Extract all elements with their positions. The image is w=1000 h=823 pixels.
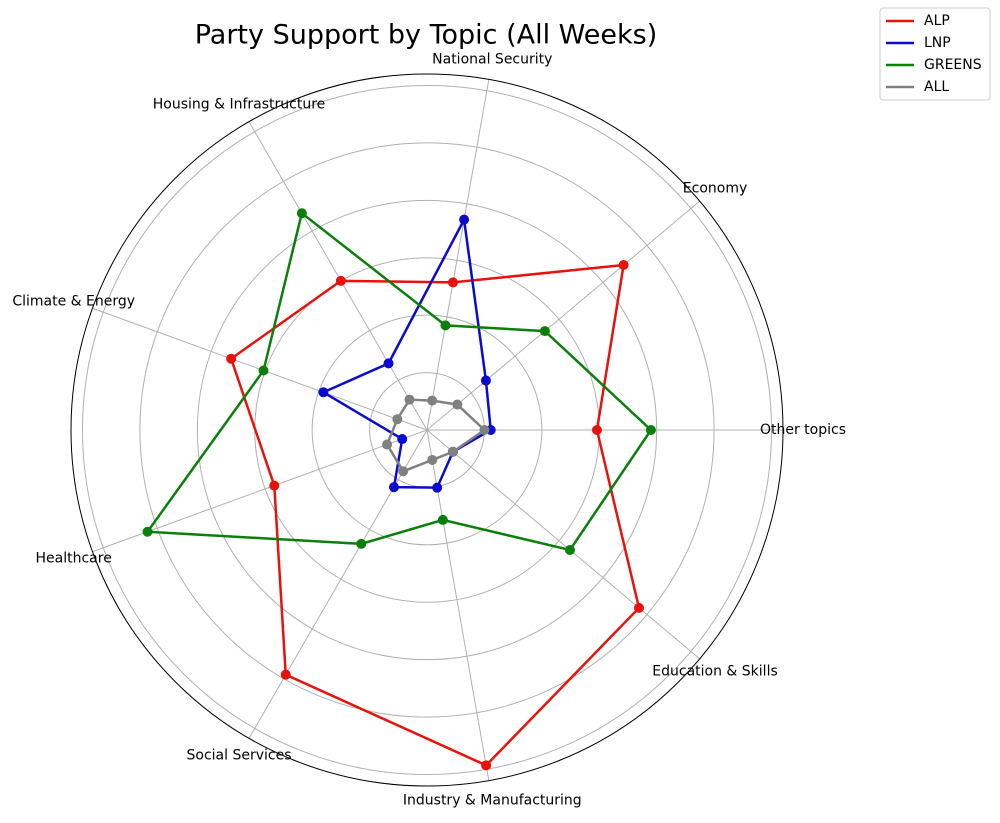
category-label: Economy [683,180,747,196]
point [296,208,307,219]
legend-label: ALP [924,13,950,29]
point [269,480,280,491]
legend-box [879,7,991,101]
point [564,544,575,555]
point [280,669,291,680]
category-label: Climate & Energy [12,293,135,309]
point [356,538,367,549]
point [447,446,458,457]
category-label: Housing & Infrastructure [153,96,326,112]
point [427,395,438,406]
point [481,760,492,771]
legend-label: ALL [924,79,949,95]
point [448,277,459,288]
legend-label: LNP [924,35,951,51]
chart-title: Party Support by Topic (All Weeks) [195,20,658,51]
point [335,275,346,286]
spoke [426,79,490,431]
legend-label: GREENS [924,57,982,73]
point [427,454,438,465]
point [459,214,470,225]
point [142,526,153,537]
point [258,365,269,376]
outer-frame [70,73,784,787]
spoke [426,429,701,660]
point [479,425,490,435]
point [645,425,656,435]
category-label: Industry & Manufacturing [403,792,582,808]
category-label: Social Services [187,748,292,764]
category-label: Education & Skills [652,664,777,680]
point [452,399,463,410]
spoke [248,121,428,431]
category-label: Healthcare [36,551,112,567]
point [404,394,415,405]
point [440,320,451,331]
spoke [426,200,701,431]
spoke [248,429,428,739]
point [388,482,399,493]
category-label: Other topics [760,422,846,438]
point [480,375,491,386]
point [618,260,629,271]
point [437,514,448,525]
point [432,482,443,493]
series-line [229,263,641,767]
spoke [426,429,490,781]
category-label: National Security [432,52,552,68]
point [318,387,329,398]
point [539,326,550,337]
point [397,434,408,445]
point [226,353,237,364]
point [634,602,645,613]
point [392,414,403,425]
series-line [385,398,487,473]
point [382,439,393,450]
series-line [320,215,493,489]
point [398,466,409,477]
point [383,358,394,369]
series-line [145,211,653,552]
point [591,425,602,435]
